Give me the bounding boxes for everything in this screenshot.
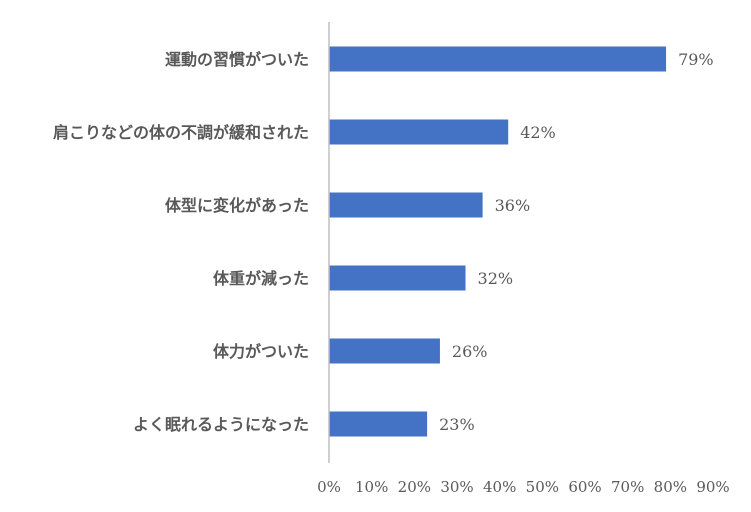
value-labels: 79% 42% 36% 32% 26% 23% [439, 50, 713, 434]
bar [329, 265, 466, 291]
x-tick-label: 50% [526, 478, 559, 496]
category-label: 体重が減った [213, 269, 309, 288]
data-label: 26% [452, 342, 488, 361]
category-label: 肩こりなどの体の不調が緩和された [53, 123, 309, 142]
x-axis-tick-labels: 0% 10% 20% 30% 40% 50% 60% 70% 80% 90% [317, 478, 730, 496]
data-label: 36% [495, 196, 531, 215]
category-label: 体力がついた [213, 342, 309, 361]
x-tick-label: 70% [611, 478, 644, 496]
data-label: 32% [478, 269, 514, 288]
category-label: よく眠れるようになった [133, 415, 309, 434]
bar [329, 411, 428, 437]
bars [329, 46, 667, 437]
bar [329, 119, 509, 145]
x-tick-label: 80% [654, 478, 687, 496]
category-label: 体型に変化があった [165, 196, 309, 215]
x-tick-label: 10% [355, 478, 388, 496]
bar [329, 338, 440, 364]
bar [329, 192, 483, 218]
data-label: 42% [520, 123, 556, 142]
x-tick-label: 90% [696, 478, 729, 496]
x-tick-label: 0% [317, 478, 341, 496]
data-label: 23% [439, 415, 475, 434]
category-labels: 運動の習慣がついた肩こりなどの体の不調が緩和された体型に変化があった体重が減った… [53, 50, 309, 434]
x-tick-label: 40% [483, 478, 516, 496]
x-tick-label: 60% [568, 478, 601, 496]
category-label: 運動の習慣がついた [165, 50, 309, 69]
x-tick-label: 20% [398, 478, 431, 496]
x-tick-label: 30% [440, 478, 473, 496]
data-label: 79% [678, 50, 714, 69]
bar [329, 46, 667, 72]
